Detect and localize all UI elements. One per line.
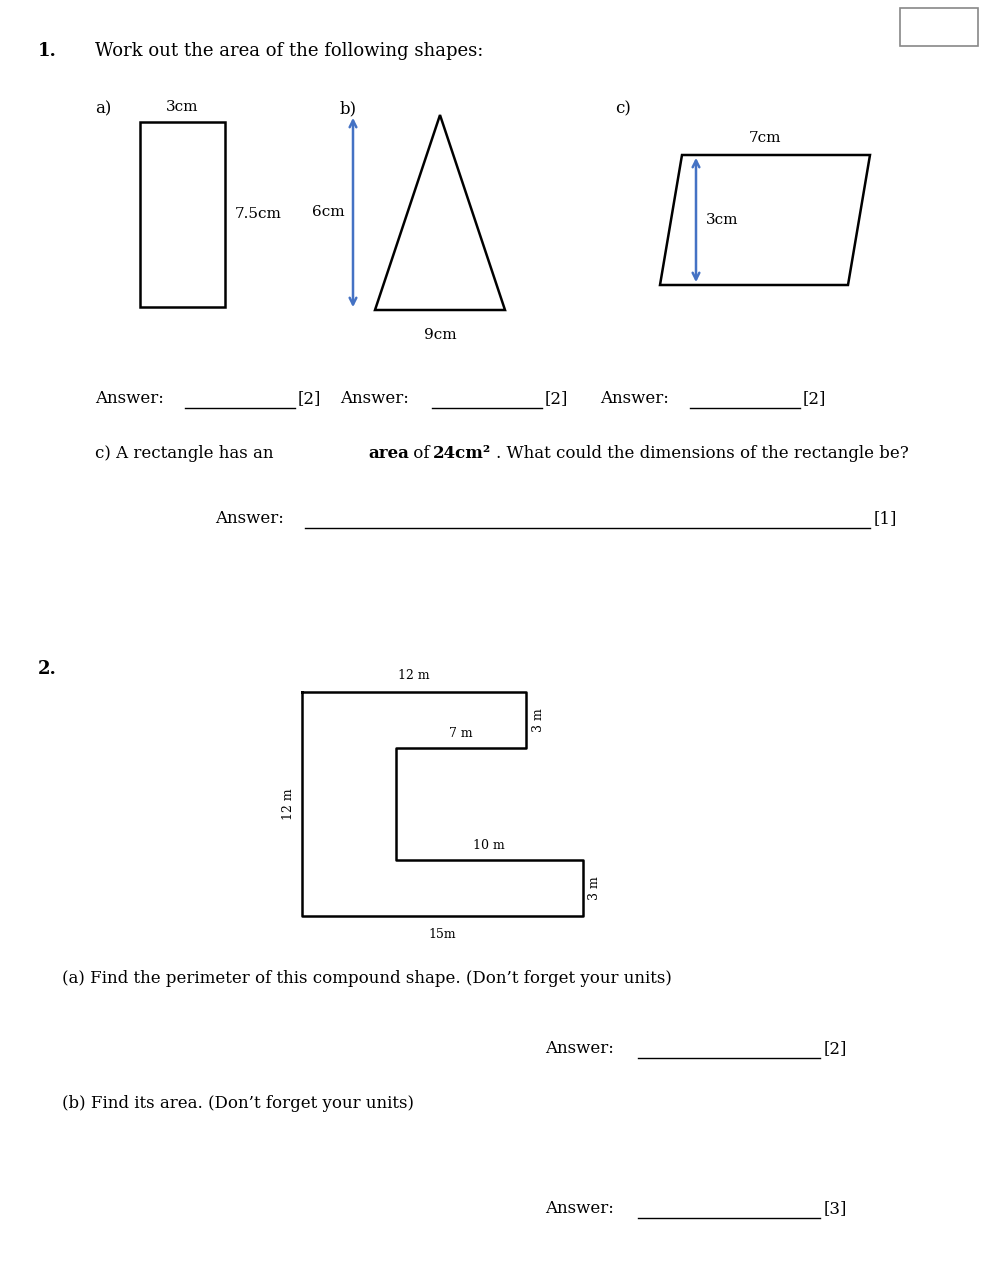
Text: 12 m: 12 m <box>398 669 430 681</box>
Text: 2.: 2. <box>38 660 57 678</box>
Text: 9cm: 9cm <box>424 328 457 342</box>
Text: [2]: [2] <box>824 1040 847 1057</box>
Text: b): b) <box>340 100 357 117</box>
Text: of: of <box>408 445 435 462</box>
Text: c): c) <box>615 100 631 117</box>
Text: (a) Find the perimeter of this compound shape. (Don’t forget your units): (a) Find the perimeter of this compound … <box>62 970 671 988</box>
Text: a): a) <box>95 100 111 117</box>
Text: Answer:: Answer: <box>600 390 669 407</box>
Text: 3cm: 3cm <box>167 100 199 114</box>
Text: 15m: 15m <box>429 929 457 942</box>
Text: Work out the area of the following shapes:: Work out the area of the following shape… <box>95 42 483 60</box>
Text: Answer:: Answer: <box>340 390 409 407</box>
Text: [2]: [2] <box>298 390 321 407</box>
Text: Answer:: Answer: <box>545 1199 614 1217</box>
Text: Answer:: Answer: <box>545 1040 614 1057</box>
Text: 24cm²: 24cm² <box>433 445 491 462</box>
Text: Answer:: Answer: <box>215 510 284 527</box>
Text: area: area <box>368 445 409 462</box>
Text: 6cm: 6cm <box>313 205 345 219</box>
Text: 3 m: 3 m <box>588 877 601 901</box>
Text: [1]: [1] <box>874 510 897 527</box>
Text: Answer:: Answer: <box>95 390 164 407</box>
Text: [3]: [3] <box>824 1199 847 1217</box>
Text: [2]: [2] <box>545 390 568 407</box>
Text: 10 m: 10 m <box>473 840 505 852</box>
Text: c) A rectangle has an: c) A rectangle has an <box>95 445 279 462</box>
Text: 3cm: 3cm <box>706 213 739 227</box>
Bar <box>140 122 225 308</box>
Text: 7.5cm: 7.5cm <box>235 208 282 222</box>
Text: 12 m: 12 m <box>281 789 295 820</box>
Text: . What could the dimensions of the rectangle be?: . What could the dimensions of the recta… <box>496 445 909 462</box>
Text: 7 m: 7 m <box>450 727 472 740</box>
Text: 3 m: 3 m <box>531 708 545 732</box>
Bar <box>900 8 978 46</box>
Text: [2]: [2] <box>803 390 826 407</box>
Text: 1.: 1. <box>38 42 57 60</box>
Text: (b) Find its area. (Don’t forget your units): (b) Find its area. (Don’t forget your un… <box>62 1095 414 1111</box>
Text: 7cm: 7cm <box>748 131 781 145</box>
